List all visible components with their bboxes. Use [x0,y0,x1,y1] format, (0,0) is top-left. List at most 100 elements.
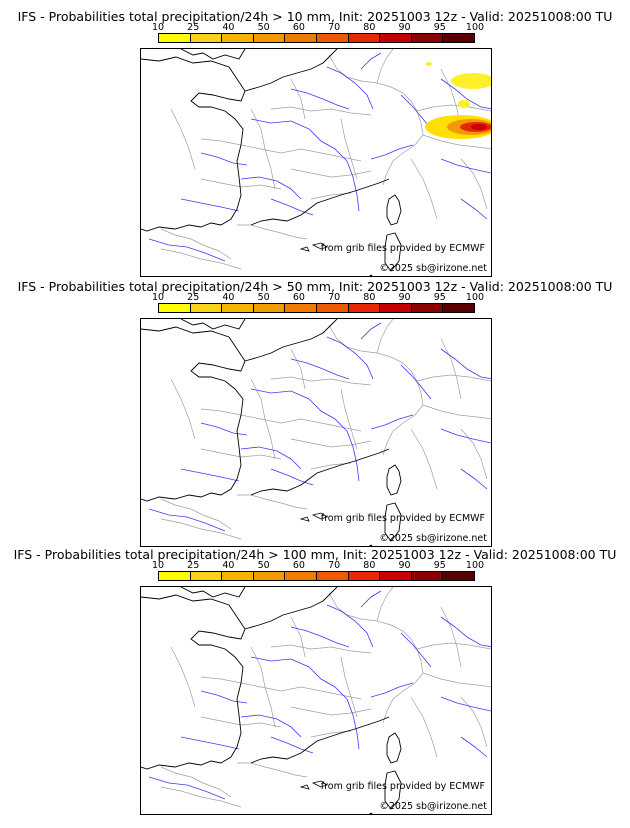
colorbar-swatch [443,572,474,580]
admin-border [422,672,491,688]
map-panel-10mm: IFS - Probabilities total precipitation/… [0,10,630,278]
admin-border [328,324,424,406]
coastline [180,587,246,598]
coastline [244,587,338,630]
map-area: from grib files provided by ECMWF ©2025 … [140,48,492,277]
admin-border [200,448,282,460]
colorbar-swatch [222,304,254,312]
admin-border [160,248,242,270]
island-coastline [369,812,373,814]
colorbar-tick-label: 60 [292,292,305,303]
river [346,698,360,750]
colorbar [158,303,475,313]
colorbar-swatch [285,572,317,580]
admin-border [170,108,196,170]
corsica-coastline [386,464,402,496]
river [440,696,491,712]
admin-border [270,644,372,654]
colorbar-tick-label: 40 [222,560,235,571]
map-area: from grib files provided by ECMWF ©2025 … [140,586,492,815]
sardinia-coastline [384,770,402,810]
colorbar-swatch [190,34,223,42]
river [346,430,360,482]
admin-border [250,646,276,728]
colorbar-tick-label: 95 [433,292,446,303]
admin-border [416,104,491,112]
map-svg [141,319,491,546]
river [200,422,248,436]
precip-yellow-small [426,62,432,66]
admin-border [160,518,242,540]
island-coastline [299,246,310,252]
credit-source: from grib files provided by ECMWF [320,513,485,524]
colorbar-tick-label: 40 [222,292,235,303]
admin-border [422,134,491,150]
river [290,358,350,380]
admin-border [460,696,488,748]
admin-border [328,54,424,136]
island-coastline [311,242,328,250]
colorbar-swatch [222,34,254,42]
admin-border [376,319,394,354]
river [290,88,350,110]
corsica-coastline [386,194,402,226]
sardinia-coastline [384,232,402,272]
admin-border [237,494,308,510]
panel-title: IFS - Probabilities total precipitation/… [17,9,613,24]
river [200,152,248,166]
admin-border [250,108,276,190]
colorbar [158,571,475,581]
river [460,198,488,220]
admin-border [200,716,282,728]
colorbar-tick-label: 60 [292,560,305,571]
river [180,198,240,212]
credit-source: from grib files provided by ECMWF [320,781,485,792]
admin-border [290,616,306,658]
river [240,714,302,738]
colorbar-swatch [285,304,317,312]
map-area: from grib files provided by ECMWF ©2025 … [140,318,492,547]
river [250,118,348,162]
river [148,508,226,532]
colorbar-tick-label: 70 [328,560,341,571]
admin-border [170,646,196,708]
colorbar-tick-label: 95 [433,560,446,571]
admin-border [270,106,372,116]
precip-yellow-north [451,73,491,89]
island-coastline [299,516,310,522]
colorbar-swatch [380,34,412,42]
river [180,468,240,482]
river [370,682,414,698]
colorbar-tick-label: 90 [398,292,411,303]
colorbar-tick-label: 40 [222,22,235,33]
admin-border [270,376,372,386]
colorbar-tick-label: 10 [151,292,165,303]
colorbar-tick-label: 50 [257,560,270,571]
colorbar-swatch [253,304,286,312]
colorbar-tick-label: 80 [363,292,376,303]
colorbar-tick-label: 90 [398,22,411,33]
admin-border [410,158,438,220]
admin-border [160,786,242,808]
colorbar-swatch [380,572,412,580]
colorbar-tick-label: 25 [187,22,200,33]
river [270,736,314,754]
colorbar-tick-label: 50 [257,22,270,33]
coastline [141,56,246,232]
river [250,388,348,432]
river [440,428,491,444]
admin-border [200,138,362,162]
admin-border [160,766,232,798]
credit-copyright: ©2025 sb@irizone.net [379,801,487,812]
colorbar-swatch [190,304,223,312]
admin-border [376,587,394,622]
admin-border [382,672,424,724]
colorbar-swatch [159,572,191,580]
river [440,348,491,380]
admin-border [160,228,232,260]
admin-border [237,224,308,240]
river [326,66,374,110]
admin-border [416,374,491,382]
colorbar [158,33,475,43]
admin-border [200,676,362,700]
